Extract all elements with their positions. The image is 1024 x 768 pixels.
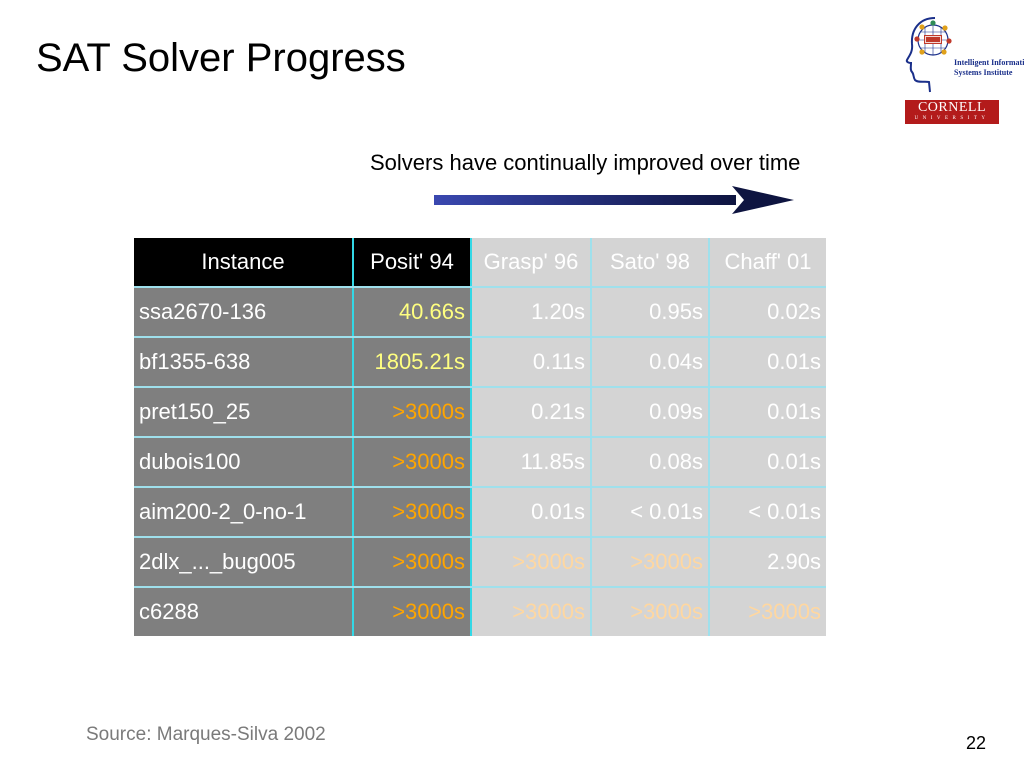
time-cell: 2.90s [708, 537, 826, 588]
iisi-logo-icon [905, 14, 955, 99]
time-cell: 0.01s [470, 487, 591, 538]
time-cell: 0.11s [470, 337, 591, 388]
logo-line1: Intelligent Information [954, 58, 1024, 67]
time-cell: >3000s [708, 587, 826, 636]
cornell-logo: CORNELL UNIVERSITY [905, 100, 999, 124]
time-cell: 0.02s [708, 287, 826, 338]
cornell-wordmark: CORNELL [917, 100, 987, 115]
header-sato: Sato' 98 [590, 238, 709, 288]
time-cell: >3000s [470, 587, 591, 636]
slide-title: SAT Solver Progress [36, 36, 406, 80]
time-cell: 1.20s [470, 287, 591, 338]
time-cell: 0.95s [590, 287, 709, 338]
time-cell: 0.01s [708, 337, 826, 388]
iisi-logo-text: Intelligent Information Systems Institut… [954, 58, 1024, 78]
page-number: 22 [966, 733, 987, 753]
table-row: dubois100 >3000s 11.85s 0.08s 0.01s [134, 437, 826, 488]
table-row: 2dlx_..._bug005 >3000s >3000s >3000s 2.9… [134, 537, 826, 588]
logo-line2: Systems Institute [954, 68, 1013, 77]
table-row: bf1355-638 1805.21s 0.11s 0.04s 0.01s [134, 337, 826, 388]
time-cell: 0.01s [708, 437, 826, 488]
instance-cell: 2dlx_..._bug005 [134, 537, 353, 588]
solver-results-table: Instance Posit' 94 Grasp' 96 Sato' 98 Ch… [134, 238, 826, 636]
time-cell: >3000s [470, 537, 591, 588]
instance-cell: pret150_25 [134, 387, 353, 438]
time-cell: 0.04s [590, 337, 709, 388]
header-grasp: Grasp' 96 [470, 238, 591, 288]
instance-cell: dubois100 [134, 437, 353, 488]
time-cell: < 0.01s [708, 487, 826, 538]
header-instance: Instance [134, 238, 353, 288]
time-cell: 40.66s [352, 287, 471, 338]
time-cell: 0.21s [470, 387, 591, 438]
instance-cell: ssa2670-136 [134, 287, 353, 338]
table-header-row: Instance Posit' 94 Grasp' 96 Sato' 98 Ch… [134, 238, 826, 288]
time-cell: < 0.01s [590, 487, 709, 538]
time-cell: >3000s [590, 587, 709, 636]
time-cell: >3000s [352, 537, 471, 588]
time-cell: 1805.21s [352, 337, 471, 388]
instance-cell: aim200-2_0-no-1 [134, 487, 353, 538]
table-row: pret150_25 >3000s 0.21s 0.09s 0.01s [134, 387, 826, 438]
time-cell: 0.08s [590, 437, 709, 488]
instance-cell: c6288 [134, 587, 353, 636]
time-cell: 0.01s [708, 387, 826, 438]
time-cell: >3000s [352, 387, 471, 438]
table-row: ssa2670-136 40.66s 1.20s 0.95s 0.02s [134, 287, 826, 338]
university-wordmark: UNIVERSITY [914, 116, 990, 121]
time-cell: 11.85s [470, 437, 591, 488]
source-citation: Source: Marques-Silva 2002 [86, 724, 326, 745]
progress-caption: Solvers have continually improved over t… [370, 150, 801, 175]
time-cell: >3000s [352, 587, 471, 636]
header-posit: Posit' 94 [352, 238, 471, 288]
time-cell: 0.09s [590, 387, 709, 438]
header-chaff: Chaff' 01 [708, 238, 826, 288]
table-row: c6288 >3000s >3000s >3000s >3000s [134, 587, 826, 636]
table-row: aim200-2_0-no-1 >3000s 0.01s < 0.01s < 0… [134, 487, 826, 538]
progress-arrow-icon [434, 185, 796, 220]
instance-cell: bf1355-638 [134, 337, 353, 388]
time-cell: >3000s [352, 487, 471, 538]
time-cell: >3000s [352, 437, 471, 488]
time-cell: >3000s [590, 537, 709, 588]
